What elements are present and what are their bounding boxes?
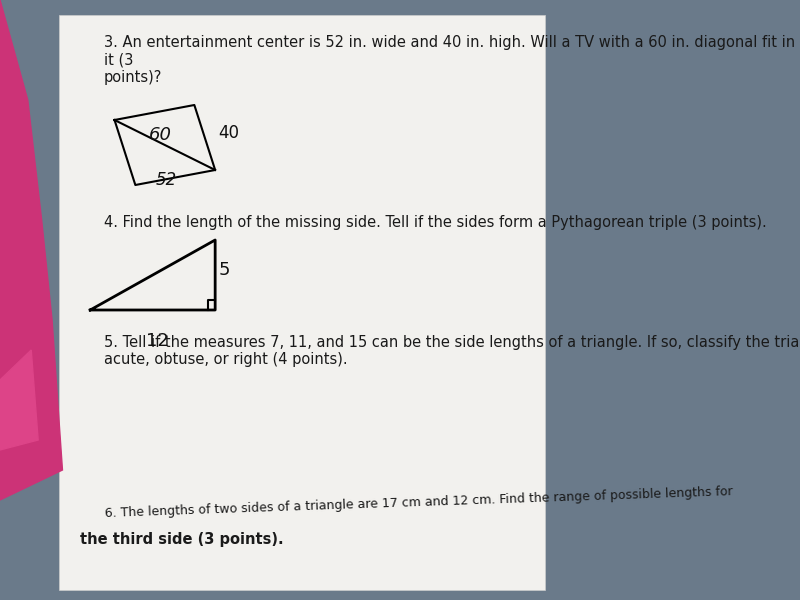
Text: 12: 12 xyxy=(146,332,169,350)
Text: 3. An entertainment center is 52 in. wide and 40 in. high. Will a TV with a 60 i: 3. An entertainment center is 52 in. wid… xyxy=(104,35,795,85)
Text: 4. Find the length of the missing side. Tell if the sides form a Pythagorean tri: 4. Find the length of the missing side. … xyxy=(104,215,767,230)
FancyBboxPatch shape xyxy=(59,15,545,590)
Text: 60: 60 xyxy=(150,126,172,144)
Text: 6. The lengths of two sides of a triangle are 17 cm and 12 cm. Find the range of: 6. The lengths of two sides of a triangl… xyxy=(104,485,733,520)
Text: the third side (3 points).: the third side (3 points). xyxy=(80,532,283,547)
Text: 5. Tell if the measures 7, 11, and 15 can be the side lengths of a triangle. If : 5. Tell if the measures 7, 11, and 15 ca… xyxy=(104,335,800,367)
Text: 52: 52 xyxy=(156,171,178,189)
Text: 5: 5 xyxy=(218,261,230,279)
Polygon shape xyxy=(0,0,62,500)
Text: 40: 40 xyxy=(218,124,240,142)
Polygon shape xyxy=(0,350,38,450)
